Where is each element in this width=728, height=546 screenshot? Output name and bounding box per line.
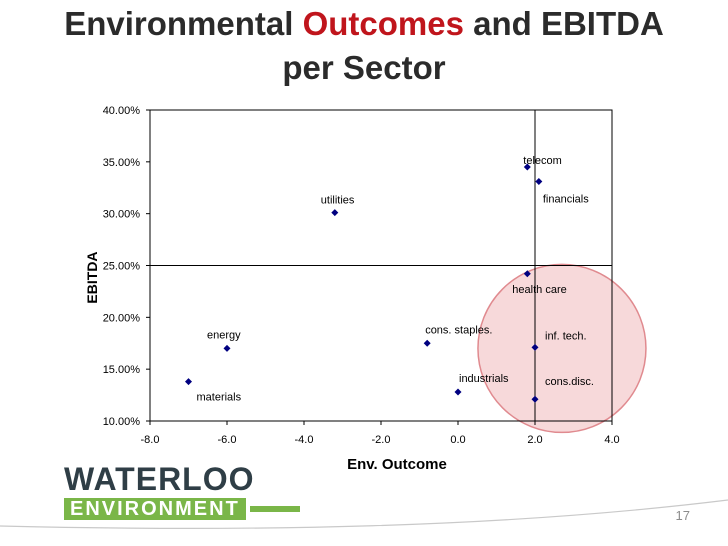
scatter-chart: 10.00% 15.00% 20.00% 25.00% 30.00% 35.00% 40.0…	[84, 105, 647, 470]
x-tick-label: 0.0	[450, 434, 465, 446]
slide-title: Environmental Outcomes and EBITDA per Se…	[0, 2, 728, 90]
x-tick-label: 2.0	[527, 434, 542, 446]
data-label: cons. staples.	[425, 324, 492, 336]
y-tick-label: 35.00%	[103, 157, 141, 169]
y-tick-label: 10.00%	[103, 416, 141, 428]
data-point	[523, 270, 531, 278]
logo-dash	[249, 506, 300, 512]
title-line-2: per Sector	[282, 49, 446, 86]
data-label: financials	[543, 194, 589, 206]
footer-curve	[0, 499, 728, 530]
y-tick-label: 40.00%	[103, 105, 141, 117]
y-axis-label: EBITDA	[84, 251, 100, 303]
data-point	[185, 378, 192, 386]
logo-bar: ENVIRONMENT	[64, 498, 300, 520]
data-label: cons.disc.	[545, 376, 594, 388]
data-point	[523, 163, 531, 171]
data-label: industrials	[459, 373, 509, 385]
x-axis-label: Env. Outcome	[347, 456, 447, 470]
title-accent-text: Outcomes	[302, 5, 464, 42]
page-number: 17	[675, 508, 690, 523]
data-point	[535, 178, 543, 186]
y-tick-label: 20.00%	[103, 312, 141, 324]
data-point	[423, 339, 431, 347]
data-point	[223, 344, 231, 352]
title-text-2: and EBITDA	[473, 5, 664, 42]
x-tick-label: -4.0	[295, 434, 314, 446]
data-label: materials	[197, 392, 242, 404]
data-label: utilities	[321, 195, 355, 207]
x-tick-label: -6.0	[218, 434, 237, 446]
x-tick-label: 4.0	[604, 434, 619, 446]
title-text-1: Environmental	[64, 5, 294, 42]
highlight-circle	[477, 263, 647, 434]
y-tick-label: 30.00%	[103, 209, 141, 221]
waterloo-environment-logo: WATERLOO ENVIRONMENT	[64, 462, 300, 520]
data-label: energy	[207, 329, 241, 341]
x-tick-label: -2.0	[372, 434, 391, 446]
logo-word-bottom: ENVIRONMENT	[64, 498, 246, 520]
data-point	[331, 209, 339, 217]
data-label: health care	[512, 284, 566, 296]
data-label: telecom	[523, 155, 562, 167]
data-point	[531, 395, 539, 403]
data-point	[531, 343, 539, 351]
y-tick-label: 15.00%	[103, 364, 141, 376]
footer-decoration	[0, 499, 728, 530]
logo-word-top: WATERLOO	[64, 461, 255, 497]
data-label: inf. tech.	[545, 330, 587, 342]
x-tick-label: -8.0	[141, 434, 160, 446]
data-point	[454, 388, 462, 396]
title-line-1: Environmental Outcomes and EBITDA	[0, 2, 728, 46]
y-tick-label: 25.00%	[103, 261, 141, 273]
